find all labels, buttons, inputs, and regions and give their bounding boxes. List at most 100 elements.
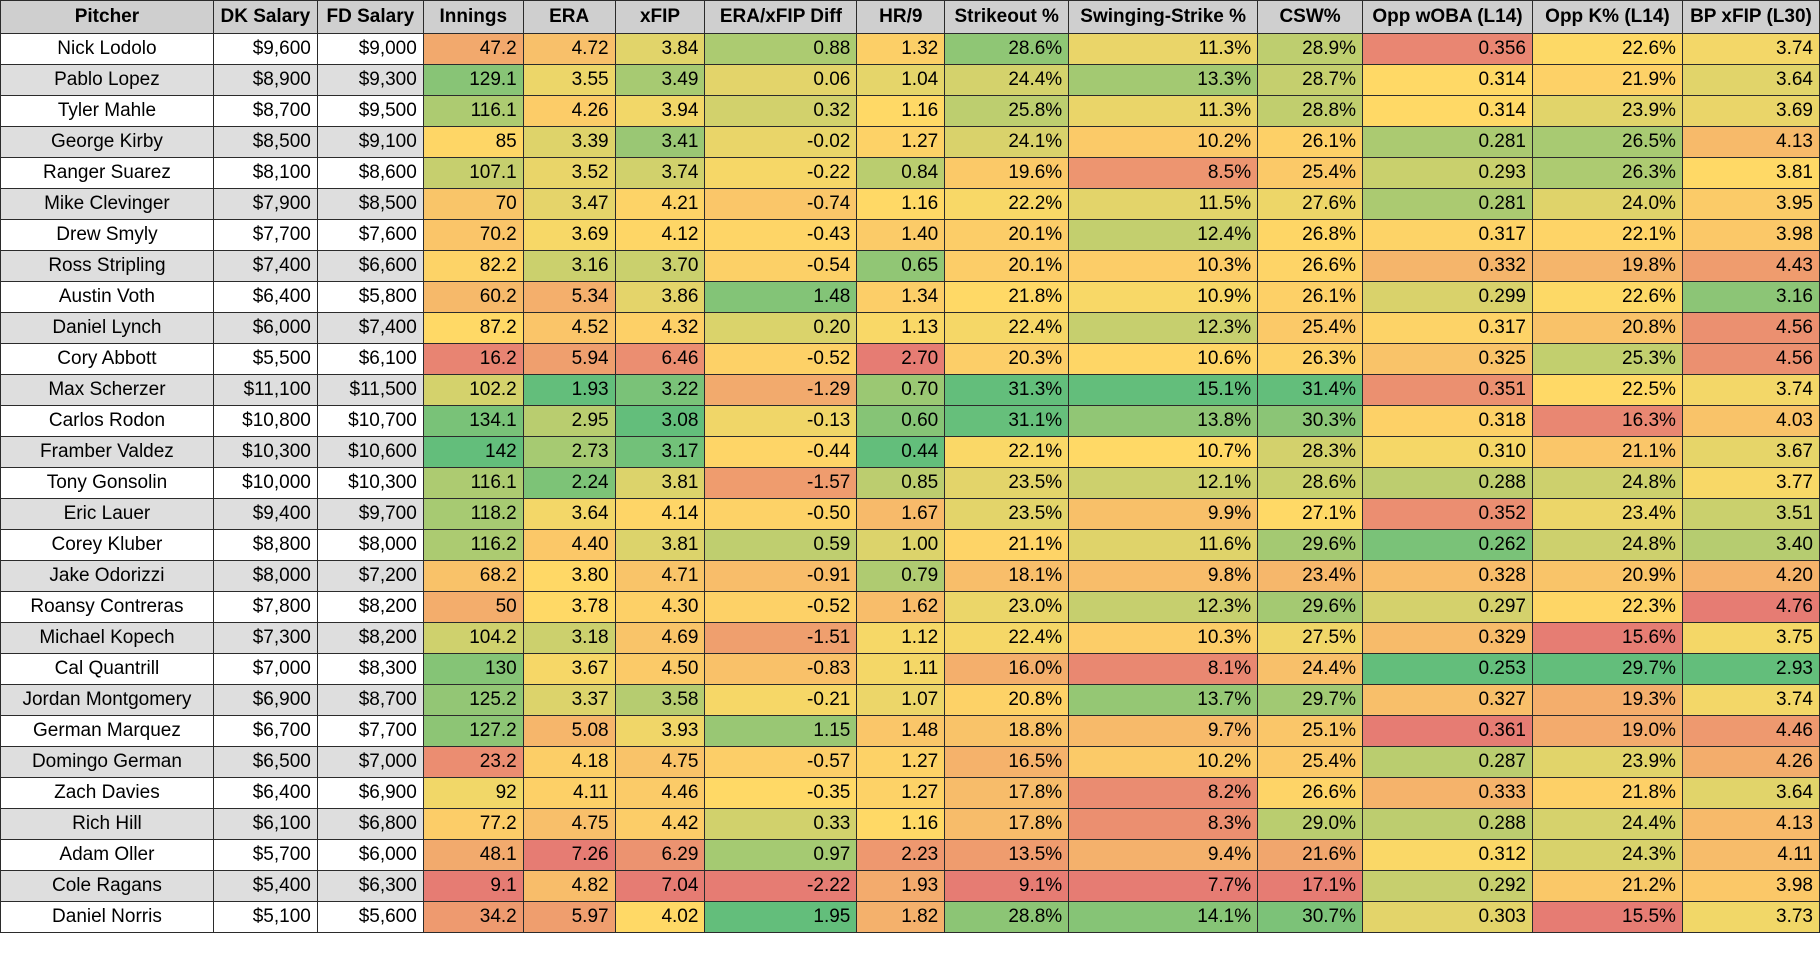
cell-csw-pct[interactable]: 26.3% [1257, 343, 1364, 375]
cell-bp-xfip-l30[interactable]: 4.56 [1681, 312, 1820, 344]
cell-era-xfip-diff[interactable]: 0.06 [704, 64, 858, 96]
cell-fd-salary[interactable]: $6,900 [316, 777, 424, 809]
cell-swinging-strike-pct[interactable]: 10.2% [1068, 746, 1259, 778]
cell-xfip[interactable]: 4.02 [614, 901, 706, 933]
column-header-hr9[interactable]: HR/9 [856, 0, 946, 34]
cell-swinging-strike-pct[interactable]: 12.4% [1068, 219, 1259, 251]
cell-era-xfip-diff[interactable]: -0.83 [704, 653, 858, 685]
cell-hr9[interactable]: 1.27 [856, 126, 946, 158]
cell-opp-k-pct-l14[interactable]: 23.4% [1531, 498, 1683, 530]
column-header-innings[interactable]: Innings [422, 0, 524, 34]
cell-innings[interactable]: 104.2 [422, 622, 524, 654]
cell-xfip[interactable]: 3.41 [614, 126, 706, 158]
cell-opp-woba-l14[interactable]: 0.253 [1362, 653, 1533, 685]
cell-strikeout-pct[interactable]: 31.3% [944, 374, 1070, 406]
cell-bp-xfip-l30[interactable]: 3.98 [1681, 870, 1820, 902]
cell-csw-pct[interactable]: 24.4% [1257, 653, 1364, 685]
cell-strikeout-pct[interactable]: 18.8% [944, 715, 1070, 747]
cell-era[interactable]: 4.11 [522, 777, 616, 809]
cell-opp-woba-l14[interactable]: 0.327 [1362, 684, 1533, 716]
cell-opp-woba-l14[interactable]: 0.292 [1362, 870, 1533, 902]
cell-swinging-strike-pct[interactable]: 11.3% [1068, 95, 1259, 127]
cell-era[interactable]: 2.73 [522, 436, 616, 468]
cell-dk-salary[interactable]: $8,100 [212, 157, 318, 189]
cell-opp-k-pct-l14[interactable]: 24.4% [1531, 808, 1683, 840]
column-header-era[interactable]: ERA [522, 0, 616, 34]
cell-opp-woba-l14[interactable]: 0.281 [1362, 188, 1533, 220]
cell-fd-salary[interactable]: $9,300 [316, 64, 424, 96]
cell-xfip[interactable]: 4.30 [614, 591, 706, 623]
cell-strikeout-pct[interactable]: 31.1% [944, 405, 1070, 437]
cell-opp-k-pct-l14[interactable]: 22.6% [1531, 33, 1683, 65]
cell-innings[interactable]: 102.2 [422, 374, 524, 406]
cell-csw-pct[interactable]: 27.5% [1257, 622, 1364, 654]
cell-opp-woba-l14[interactable]: 0.303 [1362, 901, 1533, 933]
cell-era[interactable]: 3.64 [522, 498, 616, 530]
cell-dk-salary[interactable]: $6,400 [212, 777, 318, 809]
cell-opp-woba-l14[interactable]: 0.361 [1362, 715, 1533, 747]
cell-opp-woba-l14[interactable]: 0.356 [1362, 33, 1533, 65]
cell-opp-woba-l14[interactable]: 0.299 [1362, 281, 1533, 313]
cell-fd-salary[interactable]: $5,600 [316, 901, 424, 933]
cell-innings[interactable]: 50 [422, 591, 524, 623]
cell-bp-xfip-l30[interactable]: 3.98 [1681, 219, 1820, 251]
cell-strikeout-pct[interactable]: 23.5% [944, 498, 1070, 530]
cell-swinging-strike-pct[interactable]: 15.1% [1068, 374, 1259, 406]
cell-swinging-strike-pct[interactable]: 9.8% [1068, 560, 1259, 592]
cell-hr9[interactable]: 1.34 [856, 281, 946, 313]
cell-bp-xfip-l30[interactable]: 4.46 [1681, 715, 1820, 747]
cell-strikeout-pct[interactable]: 23.0% [944, 591, 1070, 623]
cell-opp-woba-l14[interactable]: 0.314 [1362, 64, 1533, 96]
cell-csw-pct[interactable]: 28.7% [1257, 64, 1364, 96]
cell-bp-xfip-l30[interactable]: 3.69 [1681, 95, 1820, 127]
cell-xfip[interactable]: 4.21 [614, 188, 706, 220]
cell-opp-k-pct-l14[interactable]: 26.5% [1531, 126, 1683, 158]
cell-dk-salary[interactable]: $7,400 [212, 250, 318, 282]
cell-era-xfip-diff[interactable]: -0.74 [704, 188, 858, 220]
cell-swinging-strike-pct[interactable]: 9.4% [1068, 839, 1259, 871]
cell-dk-salary[interactable]: $8,800 [212, 529, 318, 561]
cell-innings[interactable]: 116.2 [422, 529, 524, 561]
cell-era[interactable]: 4.40 [522, 529, 616, 561]
cell-opp-woba-l14[interactable]: 0.333 [1362, 777, 1533, 809]
cell-pitcher[interactable]: Corey Kluber [0, 529, 214, 561]
cell-csw-pct[interactable]: 26.1% [1257, 126, 1364, 158]
cell-dk-salary[interactable]: $5,400 [212, 870, 318, 902]
cell-swinging-strike-pct[interactable]: 11.3% [1068, 33, 1259, 65]
cell-era-xfip-diff[interactable]: 0.88 [704, 33, 858, 65]
cell-bp-xfip-l30[interactable]: 3.74 [1681, 684, 1820, 716]
cell-strikeout-pct[interactable]: 28.8% [944, 901, 1070, 933]
cell-opp-k-pct-l14[interactable]: 19.0% [1531, 715, 1683, 747]
cell-innings[interactable]: 77.2 [422, 808, 524, 840]
cell-pitcher[interactable]: Ranger Suarez [0, 157, 214, 189]
column-header-opp-woba-l14[interactable]: Opp wOBA (L14) [1362, 0, 1533, 34]
cell-opp-woba-l14[interactable]: 0.312 [1362, 839, 1533, 871]
cell-strikeout-pct[interactable]: 9.1% [944, 870, 1070, 902]
cell-fd-salary[interactable]: $9,000 [316, 33, 424, 65]
cell-opp-k-pct-l14[interactable]: 22.6% [1531, 281, 1683, 313]
cell-swinging-strike-pct[interactable]: 10.6% [1068, 343, 1259, 375]
cell-opp-woba-l14[interactable]: 0.293 [1362, 157, 1533, 189]
cell-era-xfip-diff[interactable]: -0.02 [704, 126, 858, 158]
cell-dk-salary[interactable]: $7,300 [212, 622, 318, 654]
cell-opp-woba-l14[interactable]: 0.288 [1362, 467, 1533, 499]
cell-xfip[interactable]: 3.58 [614, 684, 706, 716]
cell-pitcher[interactable]: Roansy Contreras [0, 591, 214, 623]
cell-opp-woba-l14[interactable]: 0.262 [1362, 529, 1533, 561]
cell-csw-pct[interactable]: 29.7% [1257, 684, 1364, 716]
cell-bp-xfip-l30[interactable]: 3.77 [1681, 467, 1820, 499]
cell-opp-woba-l14[interactable]: 0.352 [1362, 498, 1533, 530]
cell-era[interactable]: 7.26 [522, 839, 616, 871]
cell-era[interactable]: 3.67 [522, 653, 616, 685]
cell-swinging-strike-pct[interactable]: 8.5% [1068, 157, 1259, 189]
cell-strikeout-pct[interactable]: 18.1% [944, 560, 1070, 592]
cell-dk-salary[interactable]: $10,000 [212, 467, 318, 499]
cell-era[interactable]: 1.93 [522, 374, 616, 406]
cell-hr9[interactable]: 2.23 [856, 839, 946, 871]
cell-fd-salary[interactable]: $9,700 [316, 498, 424, 530]
cell-bp-xfip-l30[interactable]: 4.13 [1681, 126, 1820, 158]
cell-csw-pct[interactable]: 25.4% [1257, 746, 1364, 778]
cell-xfip[interactable]: 4.69 [614, 622, 706, 654]
cell-era[interactable]: 5.34 [522, 281, 616, 313]
cell-csw-pct[interactable]: 31.4% [1257, 374, 1364, 406]
